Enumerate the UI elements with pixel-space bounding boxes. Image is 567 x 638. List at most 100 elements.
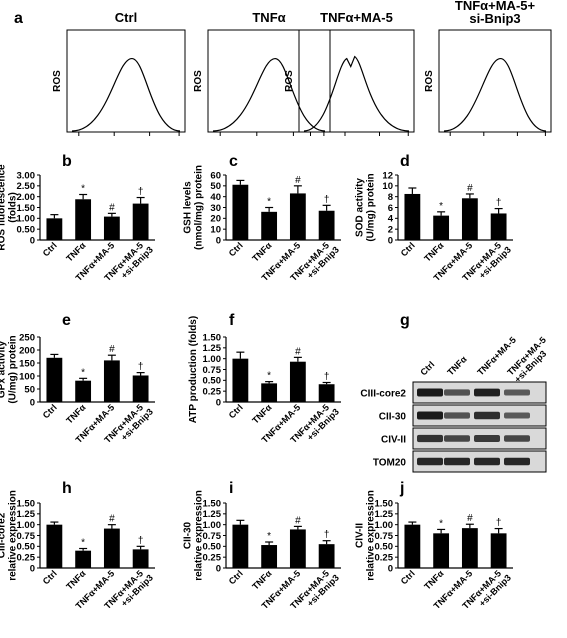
category-label: Ctrl xyxy=(399,240,417,258)
significance-mark: † xyxy=(138,187,144,198)
y-tick-label: 50 xyxy=(24,384,35,395)
panel-label-b: b xyxy=(62,153,72,170)
y-tick-label: 0.50 xyxy=(203,542,222,553)
category-label: Ctrl xyxy=(399,568,417,586)
y-tick-label: 1.50 xyxy=(375,498,394,509)
blot-band xyxy=(504,389,530,396)
bar xyxy=(103,528,120,568)
y-tick-label: 0.50 xyxy=(203,376,222,387)
y-tick-label: 1.00 xyxy=(17,214,36,225)
y-tick-label: 0.75 xyxy=(203,531,222,542)
y-tick-label: 0.25 xyxy=(203,386,222,397)
blot-lane-label: TNFα xyxy=(445,354,469,378)
blot-band xyxy=(504,412,530,419)
y-tick-label: 0.25 xyxy=(17,552,36,563)
y-tick-label: 0.75 xyxy=(203,365,222,376)
category-label: TNFα xyxy=(422,568,446,592)
category-label: Ctrl xyxy=(41,402,59,420)
significance-mark: # xyxy=(109,344,115,355)
y-tick-label: 1.25 xyxy=(375,509,394,520)
y-tick-label: 0.75 xyxy=(375,531,394,542)
significance-mark: † xyxy=(138,535,144,546)
flow-title: TNFα+MA-5 xyxy=(320,10,393,25)
y-tick-label: 2.50 xyxy=(17,181,36,192)
category-label: Ctrl xyxy=(41,568,59,586)
y-tick-label: 8 xyxy=(388,192,393,203)
flow-histogram: TNFα+MA-5+ si-Bnip3 ROS xyxy=(424,0,552,136)
significance-mark: * xyxy=(81,538,85,549)
bar xyxy=(75,199,92,240)
y-tick-label: 0 xyxy=(30,563,35,574)
bar xyxy=(46,524,63,568)
significance-mark: # xyxy=(295,175,301,186)
y-tick-label: 0.50 xyxy=(17,224,36,235)
significance-mark: * xyxy=(81,184,85,195)
category-label: Ctrl xyxy=(227,402,245,420)
y-tick-label: 2.00 xyxy=(17,192,36,203)
blot-band xyxy=(504,457,530,466)
flow-title: TNFα+MA-5+ si-Bnip3 xyxy=(455,0,536,26)
blot-band xyxy=(474,411,500,420)
flow-ylabel: ROS xyxy=(193,70,204,92)
bar xyxy=(461,528,478,568)
y-tick-label: 1.25 xyxy=(203,509,222,520)
flow-frame xyxy=(298,29,415,133)
bar xyxy=(490,213,507,240)
panel-label-e: e xyxy=(62,312,71,329)
panel-label-c: c xyxy=(229,153,238,170)
y-axis-label: ROS fluorescence(folds) xyxy=(0,164,19,251)
blot-band xyxy=(504,435,530,442)
blot-row-label: CII-30 xyxy=(379,412,407,423)
y-tick-label: 0 xyxy=(216,563,221,574)
y-tick-label: 0.25 xyxy=(375,552,394,563)
blot-band xyxy=(417,457,443,466)
bar-chart-j: 00.250.500.751.001.251.50CIV-IIrelative … xyxy=(355,490,513,611)
bar xyxy=(75,550,92,568)
flow-curve xyxy=(212,57,326,132)
bar xyxy=(461,198,478,240)
significance-mark: * xyxy=(81,367,85,378)
flow-title: Ctrl xyxy=(115,10,137,25)
y-tick-label: 250 xyxy=(19,332,35,343)
y-tick-label: 1.50 xyxy=(17,203,36,214)
y-tick-label: 6 xyxy=(388,203,393,214)
bar xyxy=(318,210,335,240)
blot-row-label: TOM20 xyxy=(373,458,407,469)
blot-band xyxy=(417,411,443,420)
bar xyxy=(433,215,450,240)
bar xyxy=(103,216,120,240)
category-label: TNFα xyxy=(64,568,88,592)
blot-row-label: CIII-core2 xyxy=(360,389,406,400)
significance-mark: † xyxy=(138,362,144,373)
bar xyxy=(46,218,63,240)
y-tick-label: 1.00 xyxy=(203,354,222,365)
bar xyxy=(46,357,63,402)
blot-band xyxy=(444,389,470,396)
y-axis-label: GSH levels(nmol/mg) protein xyxy=(183,165,205,250)
significance-mark: # xyxy=(467,183,473,194)
y-axis-label: CII-30relative expression xyxy=(183,490,205,581)
blot-band xyxy=(444,412,470,419)
panel-label-g: g xyxy=(400,312,410,329)
y-tick-label: 0 xyxy=(30,397,35,408)
flow-frame xyxy=(438,29,552,133)
flow-histogram: TNFα+MA-5 ROS xyxy=(284,10,415,136)
bar xyxy=(404,524,421,568)
category-label: Ctrl xyxy=(227,568,245,586)
panel-label-d: d xyxy=(400,153,410,170)
panel-label-j: j xyxy=(399,480,404,497)
y-tick-label: 30 xyxy=(210,203,221,214)
significance-mark: † xyxy=(324,372,330,383)
y-tick-label: 0 xyxy=(388,235,393,246)
significance-mark: # xyxy=(109,514,115,525)
significance-mark: # xyxy=(295,515,301,526)
bar xyxy=(132,203,149,240)
significance-mark: * xyxy=(439,201,443,212)
panel-label-a: a xyxy=(14,10,23,27)
bar xyxy=(289,193,306,240)
y-tick-label: 12 xyxy=(382,170,393,181)
flow-ylabel: ROS xyxy=(424,70,435,92)
